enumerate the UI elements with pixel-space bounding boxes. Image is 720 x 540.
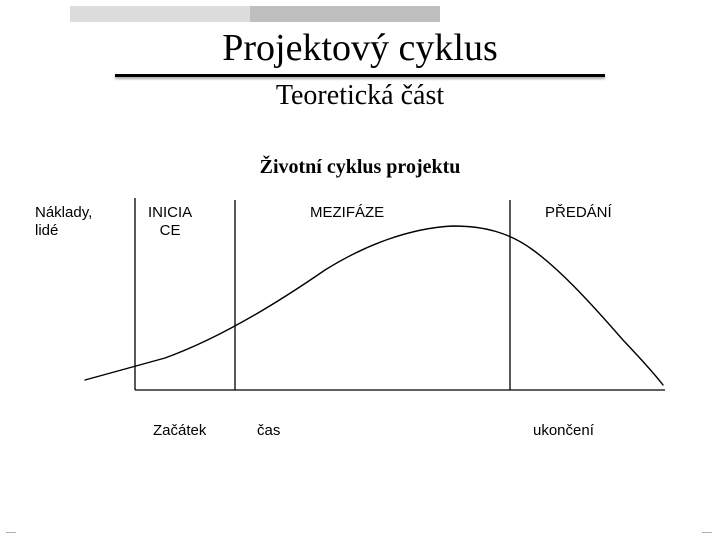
slide-title: Projektový cyklus — [0, 26, 720, 70]
x-label-end: ukončení — [533, 422, 594, 439]
band-segment — [70, 6, 250, 22]
slide-root: Projektový cyklus Teoretická část Životn… — [0, 0, 720, 540]
section-label: Životní cyklus projektu — [0, 156, 720, 179]
slide-subtitle: Teoretická část — [0, 80, 720, 112]
corner-mark — [702, 532, 712, 533]
y-axis-label-line1: Náklady, — [35, 204, 92, 221]
lifecycle-chart: Náklady, lidé INICIA CE MEZIFÁZE PŘEDÁNÍ… — [55, 190, 675, 450]
title-underline — [115, 74, 605, 77]
y-axis-label-line2: lidé — [35, 222, 58, 239]
x-label-mid: čas — [257, 422, 280, 439]
x-label-start: Začátek — [153, 422, 206, 439]
y-axis-label: Náklady, lidé — [35, 204, 92, 240]
corner-mark — [6, 532, 16, 533]
phase-label-mezifaze: MEZIFÁZE — [310, 204, 384, 222]
phase-label-predani: PŘEDÁNÍ — [545, 204, 612, 222]
band-segment — [250, 6, 440, 22]
phase-label-iniciace: INICIA CE — [148, 204, 192, 240]
title-band — [0, 0, 720, 28]
